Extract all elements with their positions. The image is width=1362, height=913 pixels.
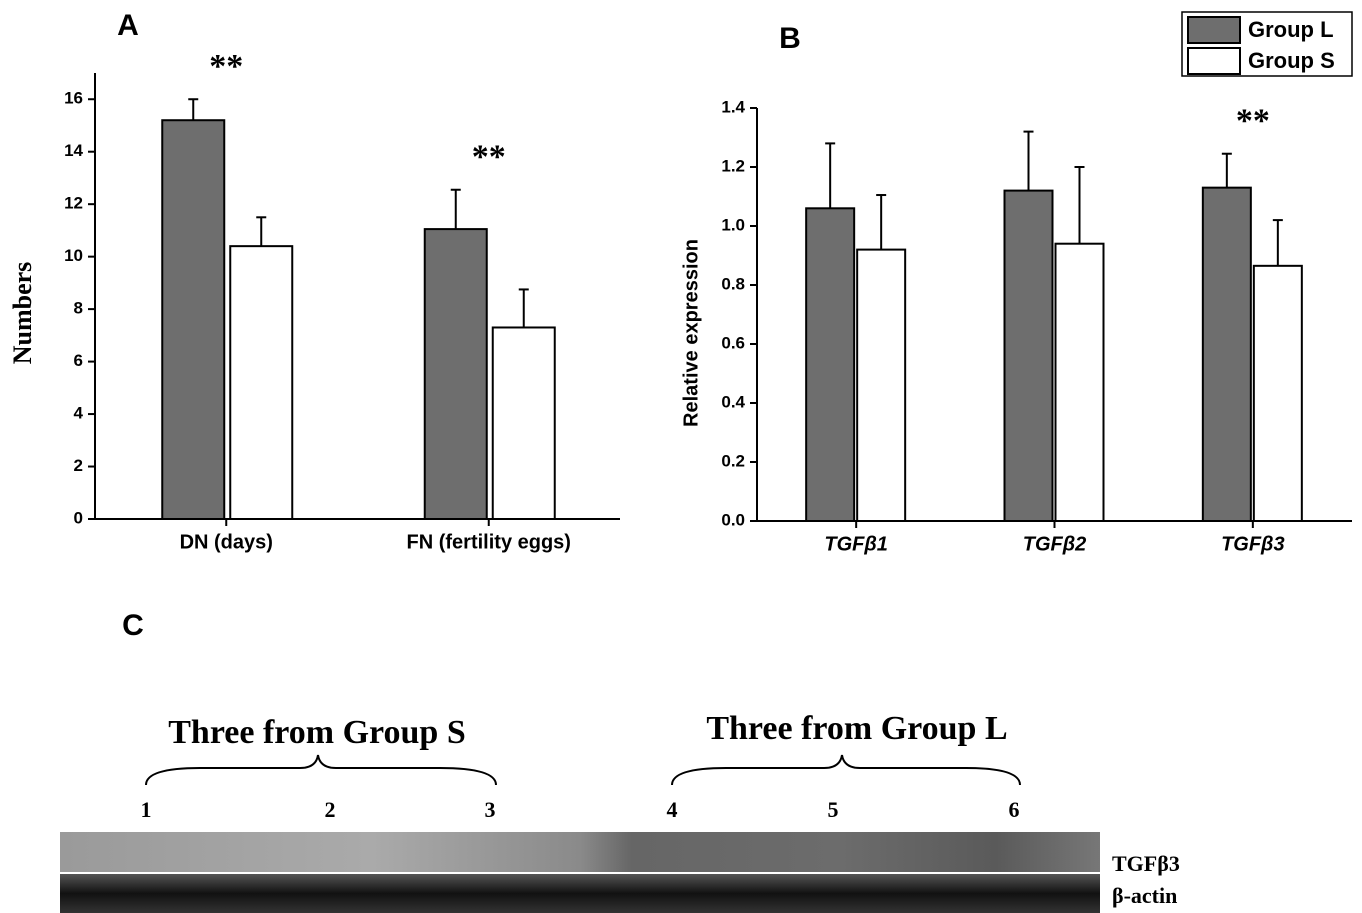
panel-label: C [122,609,144,642]
band-label: TGFβ3 [1112,851,1180,876]
bar [230,246,292,519]
y-axis-label: Numbers [8,262,37,365]
bar [1056,244,1104,521]
blot-band [60,874,1100,913]
lane-number: 5 [828,797,839,822]
annotation: ** [209,48,243,85]
blot-band [60,832,1100,872]
bar [1005,191,1053,521]
y-tick-label: 2 [74,456,83,475]
y-tick-label: 0.4 [721,392,745,411]
bar [857,250,905,521]
brace [146,755,496,785]
group-label: Three from Group S [168,714,466,751]
lane-number: 1 [141,797,152,822]
lane-number: 3 [485,797,496,822]
x-tick-label: FN (fertility eggs) [407,531,571,553]
panel-label: B [779,22,801,55]
x-tick-label: TGFβ3 [1221,533,1285,555]
figure: C Three from Group S Three from Group L … [0,0,1362,913]
bar [1254,266,1302,521]
bar [162,120,224,519]
bar [493,327,555,519]
brace [672,755,1020,785]
y-tick-label: 16 [64,89,83,108]
panel-c: C Three from Group S Three from Group L … [60,609,1180,913]
y-tick-label: 0.6 [721,333,745,352]
y-axis-label: Relative expression [680,239,702,427]
y-tick-label: 1.2 [721,156,745,175]
legend-label: Group L [1248,17,1334,42]
y-tick-label: 0 [74,508,83,527]
y-tick-label: 8 [74,299,83,318]
band-label: β-actin [1112,883,1177,908]
annotation: ** [472,139,506,176]
legend-swatch [1188,17,1240,43]
x-tick-label: TGFβ2 [1023,533,1087,555]
y-tick-label: 10 [64,246,83,265]
lane-number: 2 [325,797,336,822]
bar [1203,188,1251,521]
x-tick-label: TGFβ1 [824,533,888,555]
x-tick-label: DN (days) [180,531,273,553]
bar [425,229,487,519]
y-tick-label: 6 [74,351,83,370]
panel-label: A [117,9,139,42]
y-tick-label: 14 [64,141,83,160]
legend-label: Group S [1248,48,1335,73]
y-tick-label: 0.8 [721,274,745,293]
y-tick-label: 4 [74,404,84,423]
y-tick-label: 0.2 [721,451,745,470]
annotation: ** [1236,103,1270,140]
group-label: Three from Group L [706,710,1007,747]
y-tick-label: 12 [64,194,83,213]
y-tick-label: 1.4 [721,97,745,116]
y-tick-label: 1.0 [721,215,745,234]
lane-number: 6 [1009,797,1020,822]
bar [806,208,854,521]
y-tick-label: 0.0 [721,510,745,529]
lane-number: 4 [667,797,678,822]
legend-swatch [1188,48,1240,74]
